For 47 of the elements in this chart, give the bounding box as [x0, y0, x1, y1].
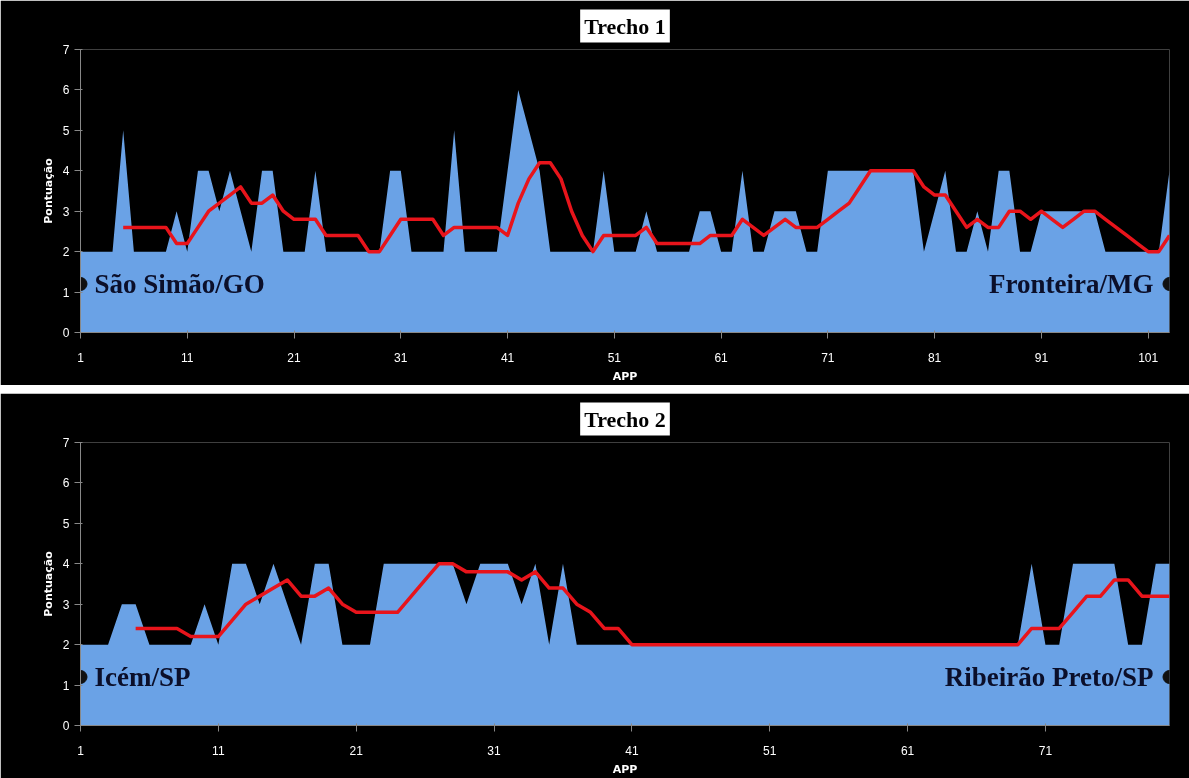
y-axis-title: Pontuação	[41, 157, 55, 224]
x-axis-title: APP	[612, 762, 638, 776]
y-tick-label: 6	[62, 83, 70, 98]
x-tick-label: 11	[212, 743, 225, 758]
annotation: São Simão/GO	[94, 268, 265, 299]
line-series	[133, 562, 1170, 647]
y-tick-label: 2	[62, 638, 70, 653]
y-tick-label: 4	[62, 164, 70, 179]
y-tick-label: 4	[62, 557, 70, 572]
line-series	[121, 160, 1170, 254]
y-tick-label: 1	[62, 678, 70, 693]
y-tick-label: 7	[62, 436, 70, 450]
x-tick-label: 81	[927, 350, 942, 365]
y-tick-label: 5	[62, 516, 70, 531]
y-tick-label: 5	[62, 123, 70, 138]
x-tick-label: 21	[349, 743, 364, 758]
x-tick-label: 51	[763, 743, 777, 758]
x-tick-label: 71	[821, 350, 835, 365]
annotation: Icém/SP	[94, 661, 191, 692]
y-tick-label: 3	[62, 597, 70, 612]
annotation: Fronteira/MG	[989, 268, 1154, 299]
y-tick-label: 2	[62, 245, 70, 260]
x-axis-title: APP	[612, 369, 638, 383]
y-tick-label: 7	[62, 43, 70, 57]
y-tick-label: 0	[62, 719, 70, 733]
x-tick-label: 91	[1034, 350, 1049, 365]
chart-title: Trecho 1	[584, 13, 666, 39]
x-tick-label: 11	[181, 350, 194, 365]
x-tick-label: 31	[487, 743, 502, 758]
x-tick-label: 21	[287, 350, 302, 365]
chart-title: Trecho 2	[584, 406, 666, 432]
y-tick-label: 6	[62, 476, 70, 491]
annotation: Ribeirão Preto/SP	[944, 661, 1154, 692]
x-tick-label: 41	[500, 350, 515, 365]
x-tick-label: 41	[625, 743, 639, 758]
x-tick-label: 1	[77, 743, 85, 758]
x-tick-label: 61	[900, 743, 915, 758]
y-tick-label: 3	[62, 204, 70, 219]
y-tick-label: 1	[62, 285, 70, 300]
x-tick-label: 61	[714, 350, 729, 365]
x-tick-label: 51	[607, 350, 622, 365]
x-tick-label: 71	[1038, 743, 1053, 758]
y-tick-label: 0	[62, 326, 70, 340]
x-tick-label: 1	[77, 350, 85, 365]
x-tick-label: 101	[1138, 350, 1159, 365]
x-tick-label: 31	[394, 350, 408, 365]
y-axis-title: Pontuação	[41, 550, 55, 617]
